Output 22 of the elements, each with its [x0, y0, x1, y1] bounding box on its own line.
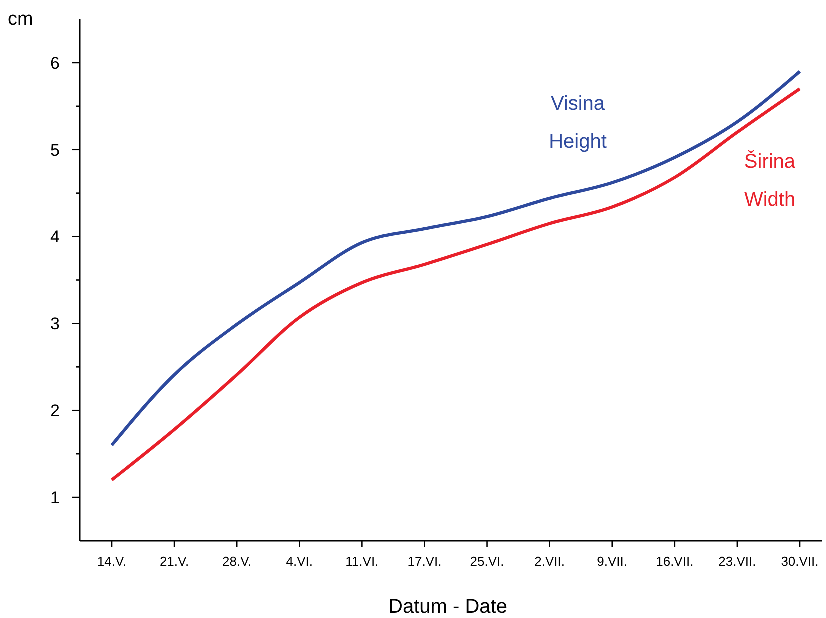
x-tick-label: 9.VII.	[597, 554, 628, 569]
x-tick-label: 4.VI.	[286, 554, 314, 569]
x-axis-title: Datum - Date	[388, 596, 508, 618]
y-tick-label: 4	[50, 228, 60, 247]
y-axis-title: cm	[8, 9, 34, 30]
x-tick-label: 25.VI.	[470, 554, 504, 569]
x-tick-label: 28.V.	[222, 554, 252, 569]
series-label: Visina Height	[549, 93, 608, 153]
x-tick-label: 14.V.	[97, 554, 127, 569]
x-tick-label: 21.V.	[160, 554, 190, 569]
y-tick-label: 2	[50, 402, 60, 421]
y-tick-label: 5	[50, 140, 60, 160]
x-tick-label: 30.VII.	[781, 554, 819, 569]
series-label: Širina Width	[744, 150, 796, 211]
x-tick-label: 17.VI.	[408, 554, 442, 569]
y-tick-label: 6	[50, 54, 60, 73]
y-tick-label: 1	[50, 488, 60, 508]
x-tick-label: 23.VII.	[718, 554, 756, 569]
x-tick-label: 11.VI.	[346, 554, 379, 569]
y-tick-label: 3	[50, 314, 60, 334]
x-tick-label: 16.VII.	[656, 554, 694, 569]
x-tick-label: 2.VII.	[534, 554, 565, 569]
